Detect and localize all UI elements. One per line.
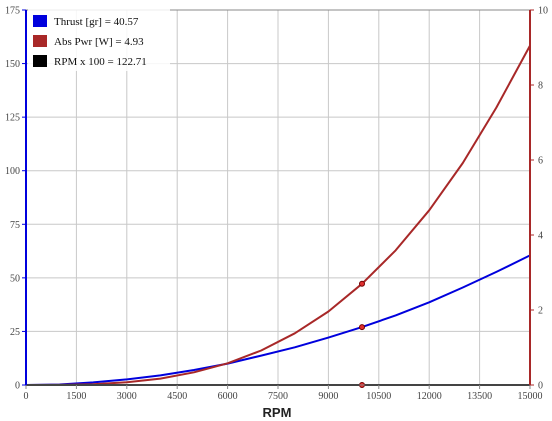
y-left-tick-label: 25 — [10, 327, 20, 338]
y-left-tick-label: 50 — [10, 273, 20, 284]
grid — [26, 10, 530, 385]
x-tick-label: 10500 — [366, 391, 391, 402]
legend-swatch-rpm — [33, 55, 47, 67]
x-tick-label: 1500 — [66, 391, 86, 402]
legend-label-thrust: Thrust [gr] = 40.57 — [54, 16, 139, 28]
y-right-tick-label: 8 — [538, 81, 543, 92]
y-left-tick-label: 75 — [10, 220, 20, 231]
series-line-thrust — [25, 254, 531, 386]
y-right-tick-label: 10 — [538, 6, 548, 17]
y-right-tick-label: 0 — [538, 381, 543, 392]
x-axis-label: RPM — [263, 405, 292, 420]
y-right-tick-label: 4 — [538, 231, 543, 242]
y-left-tick-label: 0 — [15, 381, 20, 392]
x-tick-label: 13500 — [467, 391, 492, 402]
marker-power — [359, 280, 365, 287]
y-right-tick-label: 2 — [538, 306, 543, 317]
marker-thrust — [359, 324, 365, 331]
x-tick-label: 3000 — [117, 391, 137, 402]
axes: 0 1500 3000 4500 6000 7500 9000 10500 12000 13500… — [5, 6, 548, 403]
legend-label-power: Abs Pwr [W] = 4.93 — [54, 36, 144, 48]
series-line-power — [25, 45, 531, 386]
x-tick-label: 0 — [24, 391, 29, 402]
x-tick-label: 4500 — [167, 391, 187, 402]
y-left-tick-label: 150 — [5, 59, 20, 70]
x-tick-label: 6000 — [218, 391, 238, 402]
x-tick-label: 7500 — [268, 391, 288, 402]
legend-background — [28, 9, 170, 71]
legend-swatch-thrust — [33, 15, 47, 27]
y-left-tick-label: 100 — [5, 166, 20, 177]
legend-label-rpm: RPM x 100 = 122.71 — [54, 56, 147, 68]
x-tick-label: 12000 — [417, 391, 442, 402]
y-right-tick-label: 6 — [538, 156, 543, 167]
y-left-tick-label: 125 — [5, 113, 20, 124]
x-tick-label: 9000 — [318, 391, 338, 402]
y-left-tick-label: 175 — [5, 6, 20, 17]
legend-swatch-power — [33, 35, 47, 47]
x-tick-label: 15000 — [518, 391, 543, 402]
series-markers — [359, 280, 365, 388]
legend: Thrust [gr] = 40.57 Abs Pwr [W] = 4.93 RPM… — [28, 9, 170, 71]
